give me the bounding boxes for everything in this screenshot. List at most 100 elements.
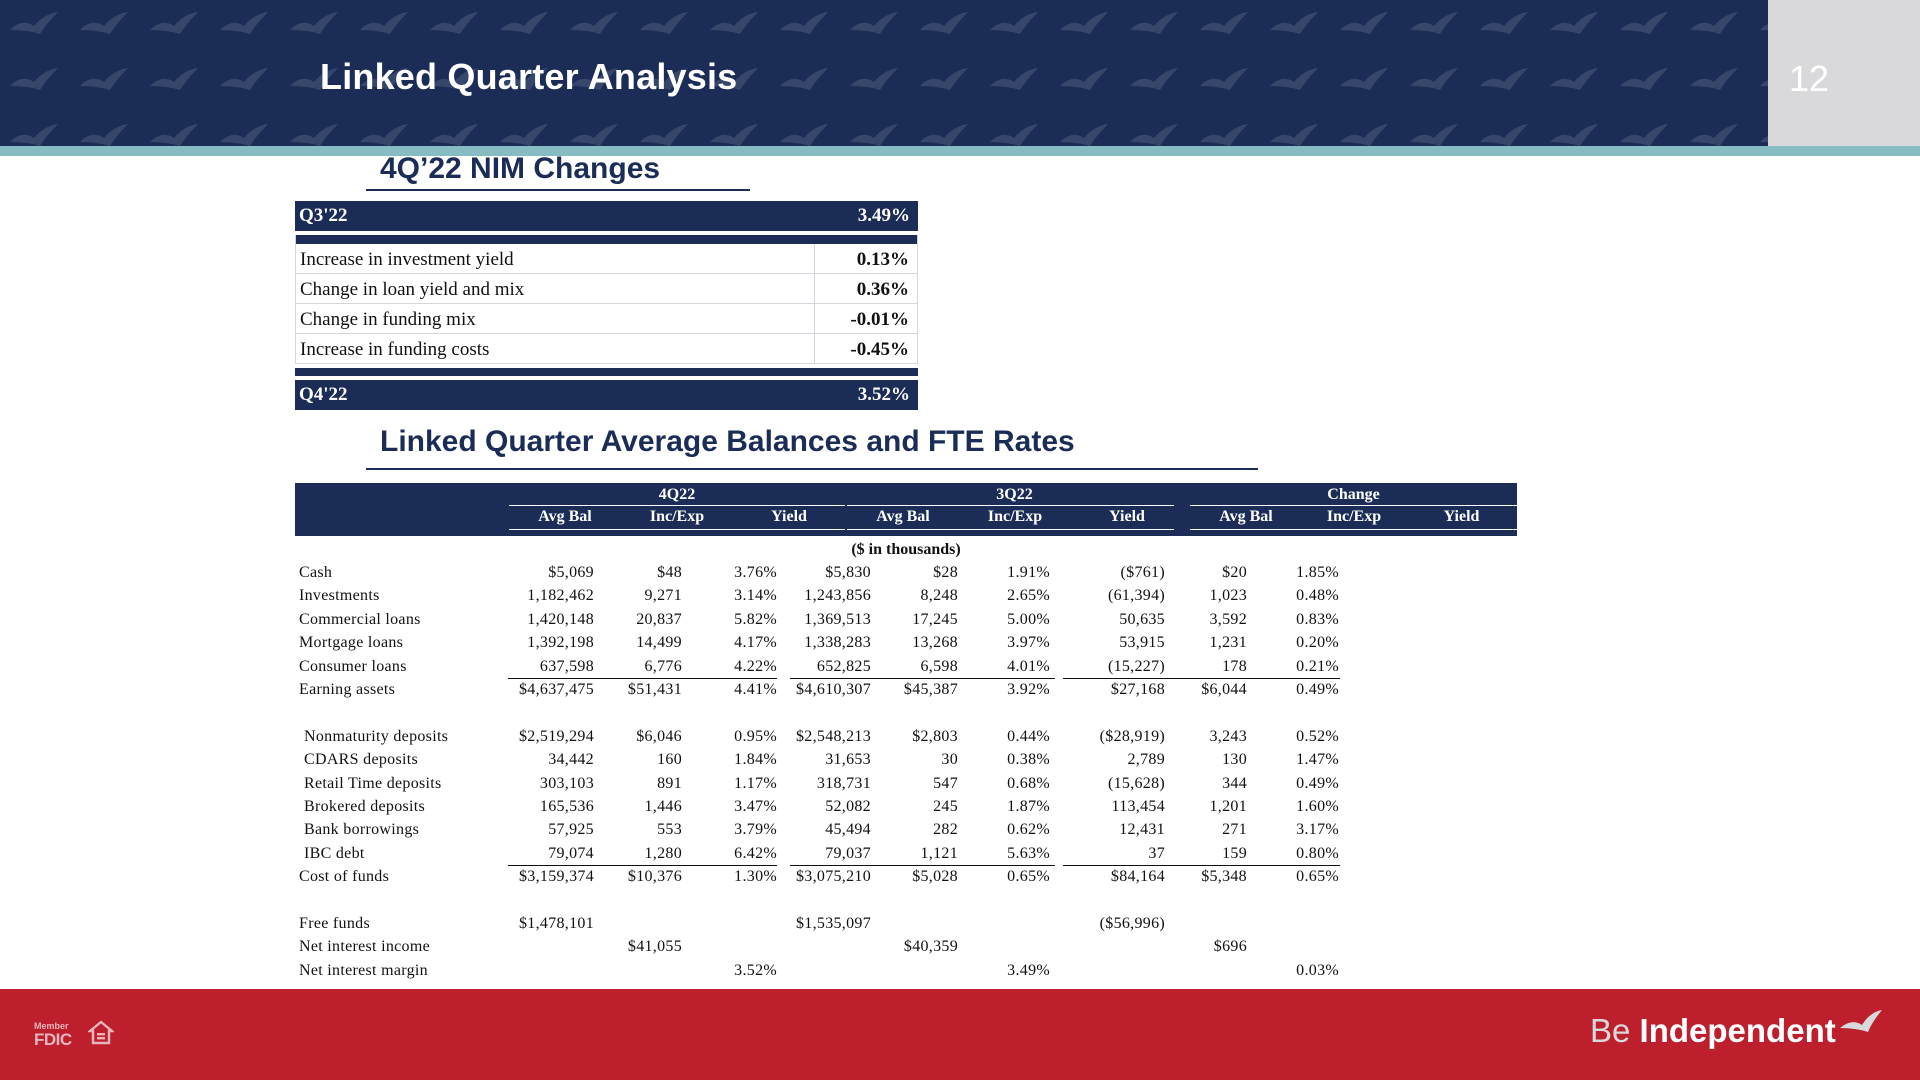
table-cell: 1,231 xyxy=(1209,634,1247,652)
table-cell: 0.49% xyxy=(1296,680,1339,698)
table-cell: $2,519,294 xyxy=(519,727,594,745)
row-label: Free funds xyxy=(299,914,370,932)
table-cell: 1,201 xyxy=(1209,797,1247,815)
table-row: Cost of funds $3,159,374 $10,376 1.30% $3,07… xyxy=(295,866,1517,889)
table-row: Earning assets $4,637,475 $51,431 4.41% $4,6… xyxy=(295,679,1517,702)
table-cell: 8,248 xyxy=(920,587,958,605)
subheader-rule xyxy=(509,529,845,530)
row-label: Net interest margin xyxy=(299,961,428,979)
nim-end-label: Q4'22 xyxy=(299,384,348,405)
footer-bar xyxy=(0,989,1920,1080)
row-label: Investments xyxy=(299,587,380,605)
nim-row: Increase in investment yield 0.13% xyxy=(295,244,918,274)
nim-row-value: 0.13% xyxy=(856,249,909,270)
table-cell: $45,387 xyxy=(903,680,958,698)
table-cell: 1.85% xyxy=(1296,564,1339,581)
table-cell: 3.76% xyxy=(734,564,777,581)
table-row: Brokered deposits 165,536 1,446 3.47% 52,082… xyxy=(295,796,1517,819)
table-row: Investments 1,182,462 9,271 3.14% 1,243,856 8… xyxy=(295,585,1517,608)
subtotal-rule xyxy=(790,865,1055,867)
subheader: Avg Bal xyxy=(876,508,930,525)
page-number-box xyxy=(1768,0,1920,146)
spacer-row xyxy=(295,702,1517,725)
table-cell: 1,392,198 xyxy=(527,634,594,652)
nim-divider xyxy=(295,235,918,244)
table-cell: 4.01% xyxy=(1007,657,1050,675)
table-cell: $5,069 xyxy=(548,564,594,581)
table-cell: $5,348 xyxy=(1201,868,1247,886)
table-cell: 0.65% xyxy=(1007,868,1050,886)
row-label: Cost of funds xyxy=(299,868,390,886)
table-cell: 1.84% xyxy=(734,751,777,769)
table-cell: 2,789 xyxy=(1127,751,1165,769)
row-label: Cash xyxy=(299,564,333,581)
table-cell: 5.00% xyxy=(1007,610,1050,628)
nim-row-value: -0.45% xyxy=(850,339,909,360)
table-row: CDARS deposits 34,442 160 1.84% 31,653 30 0.38… xyxy=(295,749,1517,772)
row-label: Nonmaturity deposits xyxy=(304,727,449,745)
header-banner xyxy=(0,0,1768,146)
table-cell: 0.83% xyxy=(1296,610,1339,628)
table-row: Bank borrowings 57,925 553 3.79% 45,494 282 0.… xyxy=(295,819,1517,842)
row-label: CDARS deposits xyxy=(304,751,418,769)
table-cell: 4.22% xyxy=(734,657,777,675)
nim-row-label: Increase in investment yield xyxy=(296,244,815,273)
nim-table: Q3'22 3.49% Increase in investment yield… xyxy=(295,201,918,410)
table-cell: 165,536 xyxy=(539,797,594,815)
table-cell: 1,338,283 xyxy=(804,634,871,652)
table-cell: 9,271 xyxy=(644,587,682,605)
table-cell: $5,028 xyxy=(912,868,958,886)
table-cell: 1.47% xyxy=(1296,751,1339,769)
nim-row: Change in funding mix -0.01% xyxy=(295,304,918,334)
group-header-3q22: 3Q22 xyxy=(996,486,1033,503)
table-cell: 1.87% xyxy=(1007,797,1050,815)
nim-row: Increase in funding costs -0.45% xyxy=(295,334,918,364)
table-cell: 1,243,856 xyxy=(804,587,871,605)
table-cell: 0.52% xyxy=(1296,727,1339,745)
equal-housing-lender-icon xyxy=(88,1020,114,1045)
nim-row-value: -0.01% xyxy=(850,309,909,330)
table-cell: $4,610,307 xyxy=(796,680,871,698)
nim-start-row: Q3'22 3.49% xyxy=(295,201,918,231)
table-cell: 6,598 xyxy=(920,657,958,675)
table-cell: $2,803 xyxy=(912,727,958,745)
table-cell: $48 xyxy=(657,564,682,581)
table-cell: 282 xyxy=(933,821,958,839)
table-cell: 0.21% xyxy=(1296,657,1339,675)
table-cell: (61,394) xyxy=(1107,587,1165,605)
table-row: Retail Time deposits 303,103 891 1.17% 318,7… xyxy=(295,773,1517,796)
page-number: 12 xyxy=(1789,58,1830,99)
group-rule xyxy=(509,505,845,506)
table-row: Net interest margin 3.52% 3.49% 0.03% xyxy=(295,960,1517,983)
table-cell: 6,776 xyxy=(644,657,682,675)
table-cell: $696 xyxy=(1213,938,1247,956)
table-cell: ($56,996) xyxy=(1099,914,1165,932)
table-cell: 547 xyxy=(933,774,958,792)
table-cell: 1,280 xyxy=(644,844,682,862)
table-cell: 79,074 xyxy=(548,844,594,862)
table-cell: $41,055 xyxy=(627,938,682,956)
table-cell: 159 xyxy=(1222,844,1247,862)
row-label: Net interest income xyxy=(299,938,430,956)
table-cell: 3,592 xyxy=(1209,610,1247,628)
row-label: Earning assets xyxy=(299,680,396,698)
table-cell: 1.17% xyxy=(734,774,777,792)
table-cell: 1,023 xyxy=(1209,587,1247,605)
table-cell: 1,420,148 xyxy=(527,610,594,628)
subheader: Inc/Exp xyxy=(1326,508,1382,525)
table-cell: 0.62% xyxy=(1007,821,1050,839)
page-title: Linked Quarter Analysis xyxy=(320,56,738,97)
table-cell: 0.65% xyxy=(1296,868,1339,886)
nim-divider xyxy=(295,368,918,376)
table-row: Mortgage loans 1,392,198 14,499 4.17% 1,338,… xyxy=(295,632,1517,655)
table-cell: $6,046 xyxy=(636,727,682,745)
group-header-change: Change xyxy=(1327,486,1380,503)
table-row: Nonmaturity deposits $2,519,294 $6,046 0.95… xyxy=(295,726,1517,749)
table-cell: 6.42% xyxy=(734,844,777,862)
subtotal-rule xyxy=(508,865,777,867)
balances-table: 4Q22 3Q22 Change Avg Bal Inc/Exp Yield A… xyxy=(295,483,1517,979)
table-cell: 2.65% xyxy=(1007,587,1050,605)
nim-heading: 4Q’22 NIM Changes xyxy=(380,152,661,185)
table-cell: 50,635 xyxy=(1119,610,1165,628)
brand-independent: Independent xyxy=(1639,1012,1836,1049)
